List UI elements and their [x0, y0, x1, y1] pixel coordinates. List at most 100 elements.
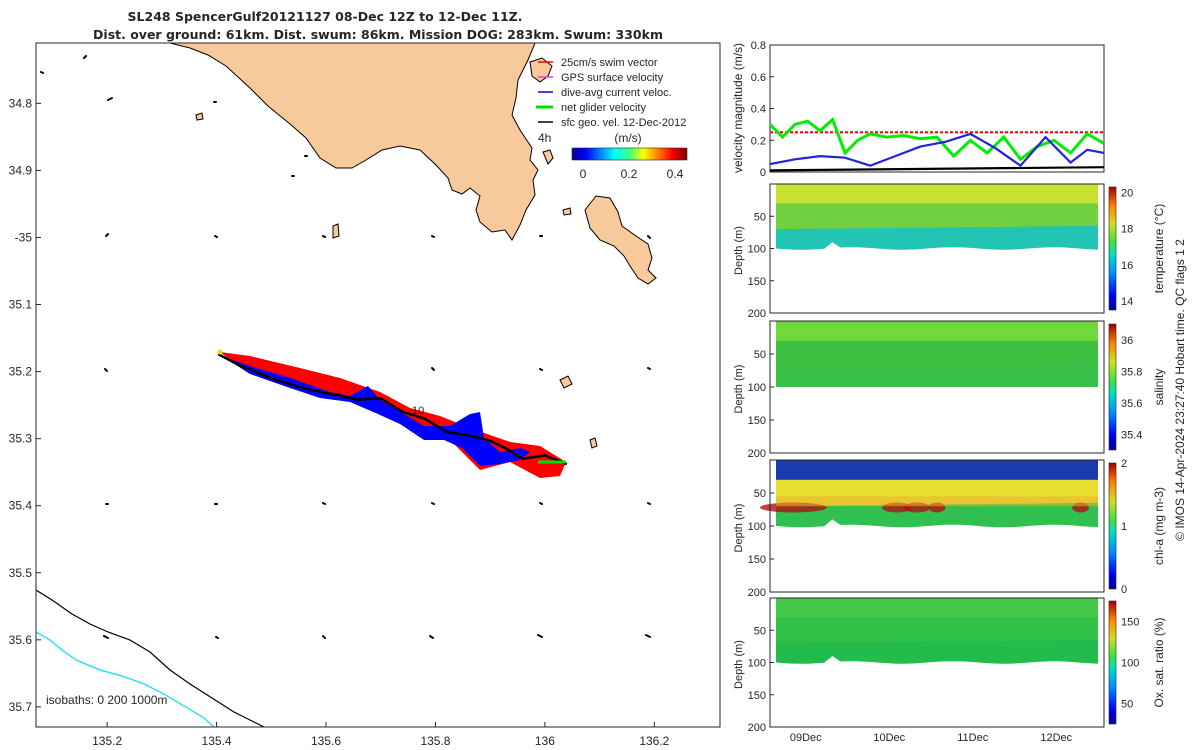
map-x-tick-label: 136	[535, 734, 555, 748]
legend-swim-vector: 25cm/s swim vector	[561, 57, 658, 69]
velocity-ylabel: velocity magnitude (m/s)	[731, 43, 745, 173]
map-y-tick-label: 34.8	[9, 96, 33, 110]
velocity-y-tick-label: 0.4	[751, 104, 766, 116]
profile-y-tick-label: 200	[748, 308, 766, 320]
profile-panel: 50 100 150 200 Depth (m) 0 1 2 chl-a (mg m-3)	[733, 458, 1166, 599]
profile-colorbar	[1108, 462, 1117, 590]
imos-credit: © IMOS 14-Apr-2024 23:27:40 Hobart time.…	[1173, 239, 1187, 541]
map-y-tick-label: 35.2	[9, 365, 33, 379]
profile-colorbar-tick-label: 16	[1121, 260, 1133, 272]
speed-colorbar-tick-label: 0.2	[621, 167, 638, 181]
land-islet-1	[559, 375, 573, 389]
profile-colorbar	[1108, 600, 1117, 725]
date-tick-label: 10Dec	[873, 732, 905, 744]
map-panel: 135.2 135.4 135.6 135.8 136 136.2 34.8 34.9 -35…	[9, 42, 721, 748]
profile-colorbar	[1108, 323, 1117, 451]
map-x-ticks: 135.2 135.4 135.6 135.8 136 136.2	[92, 722, 670, 748]
speed-colorbar	[571, 147, 688, 161]
map-x-tick-label: 136.2	[639, 734, 669, 748]
land-islet-5	[562, 207, 572, 216]
profile-y-tick-label: 200	[748, 587, 766, 599]
legend-net-velocity: net glider velocity	[561, 102, 646, 114]
profile-colorbar-tick-label: 35.8	[1121, 366, 1142, 378]
map-x-tick-label: 135.8	[420, 734, 450, 748]
profile-band-surface	[776, 460, 1098, 480]
map-y-tick-label: 35.5	[9, 566, 33, 580]
profile-y-tick-label: 50	[754, 625, 766, 637]
map-y-tick-label: 35.1	[9, 298, 33, 312]
map-x-tick-label: 135.6	[311, 734, 341, 748]
profile-y-tick-label: 150	[748, 276, 766, 288]
annotation-10: 10	[412, 405, 424, 417]
annotation-4h: 4h	[538, 131, 551, 145]
velocity-series	[768, 117, 1105, 172]
velocity-y-tick-label: 0	[760, 167, 766, 179]
land-islet-3	[195, 112, 204, 121]
profile-band-surface	[776, 321, 1098, 341]
profile-y-tick-label: 200	[748, 722, 766, 734]
profile-y-tick-label: 150	[748, 690, 766, 702]
isobath-200	[36, 589, 265, 727]
map-y-tick-label: 35.3	[9, 432, 33, 446]
profile-y-tick-label: 100	[748, 521, 766, 533]
profile-colorbar-tick-label: 1	[1121, 521, 1127, 533]
profile-y-tick-label: 100	[748, 658, 766, 670]
velocity-series-line	[768, 117, 1105, 162]
title-line1: SL248 SpencerGulf20121127 08-Dec 12Z to …	[128, 9, 523, 24]
profile-panel: 50 100 150 200 Depth (m) 14 16 18 20 temperature …	[733, 183, 1166, 320]
legend-gps-velocity: GPS surface velocity	[561, 72, 664, 84]
track-blue-swath	[222, 356, 530, 466]
velocity-series-line	[769, 166, 1105, 172]
profile-panel: 50 100 150 200 Depth (m) 50 100 150 Ox. sat. rat…	[733, 597, 1166, 734]
legend-dive-avg: dive-avg current veloc.	[561, 87, 672, 99]
profile-colorbar-tick-label: 50	[1121, 699, 1133, 711]
profile-colorbar-tick-label: 18	[1121, 224, 1133, 236]
map-y-tick-label: 34.9	[9, 163, 33, 177]
profile-colorbar-label: temperature (°C)	[1152, 204, 1166, 294]
land-islet-4h	[542, 149, 554, 165]
profile-y-tick-label: 200	[748, 448, 766, 460]
date-tick-label: 09Dec	[790, 732, 822, 744]
map-legend: 25cm/s swim vector GPS surface velocity …	[536, 57, 686, 129]
map-y-tick-label: 35.4	[9, 499, 33, 513]
speed-colorbar-ticks: 0 0.2 0.4	[580, 167, 684, 181]
map-y-ticks: 34.8 34.9 -35 35.1 35.2 35.3 35.4 35.5 35.6 35.7	[9, 96, 41, 714]
isobaths-label: isobaths: 0 200 1000m	[46, 693, 167, 707]
map-y-tick-label: 35.7	[9, 700, 33, 714]
velocity-y-tick-label: 0.8	[751, 40, 766, 52]
profile-y-tick-label: 100	[748, 382, 766, 394]
isobath-1000	[36, 631, 215, 727]
profile-colorbar-tick-label: 2	[1121, 458, 1127, 470]
profile-panel: 50 100 150 200 Depth (m) 35.4 35.6 35.8 36 salini…	[733, 320, 1166, 460]
velocity-y-tick-label: 0.6	[751, 72, 766, 84]
land-island-east	[584, 195, 657, 285]
speed-colorbar-tick-label: 0	[580, 167, 587, 181]
map-y-tick-label: 35.6	[9, 633, 33, 647]
land-yorke-peninsula	[169, 43, 539, 241]
title-line2: Dist. over ground: 61km. Dist. swum: 86k…	[93, 27, 663, 42]
profile-colorbar-tick-label: 36	[1121, 335, 1133, 347]
map-x-tick-label: 135.4	[202, 734, 232, 748]
profile-colorbar-tick-label: 14	[1121, 296, 1133, 308]
profile-y-tick-label: 100	[748, 244, 766, 256]
profile-band-surface	[776, 598, 1098, 618]
velocity-panel: 0 0.2 0.4 0.6 0.8 velocity magnitude (m/s)	[731, 40, 1105, 179]
sfc-velocity-dots	[40, 55, 651, 639]
velocity-y-tick-label: 0.2	[751, 135, 766, 147]
profile-colorbar-label: Ox. sat. ratio (%)	[1152, 617, 1166, 707]
profile-ylabel: Depth (m)	[733, 504, 745, 553]
legend-sfc-geo: sfc geo. vel. 12-Dec-2012	[561, 117, 686, 129]
track-start-marker	[217, 349, 223, 355]
profile-colorbar-label: chl-a (mg m-3)	[1152, 487, 1166, 565]
profile-colorbar-tick-label: 150	[1121, 617, 1139, 629]
land-islet-2	[332, 223, 340, 239]
profile-colorbar-tick-label: 20	[1121, 187, 1133, 199]
land-islet-4	[589, 437, 598, 449]
date-tick-label: 11Dec	[957, 732, 988, 744]
date-tick-label: 12Dec	[1040, 732, 1072, 744]
profile-ylabel: Depth (m)	[733, 226, 745, 275]
profile-ylabel: Depth (m)	[733, 640, 745, 689]
profile-colorbar-label: salinity	[1152, 369, 1166, 406]
